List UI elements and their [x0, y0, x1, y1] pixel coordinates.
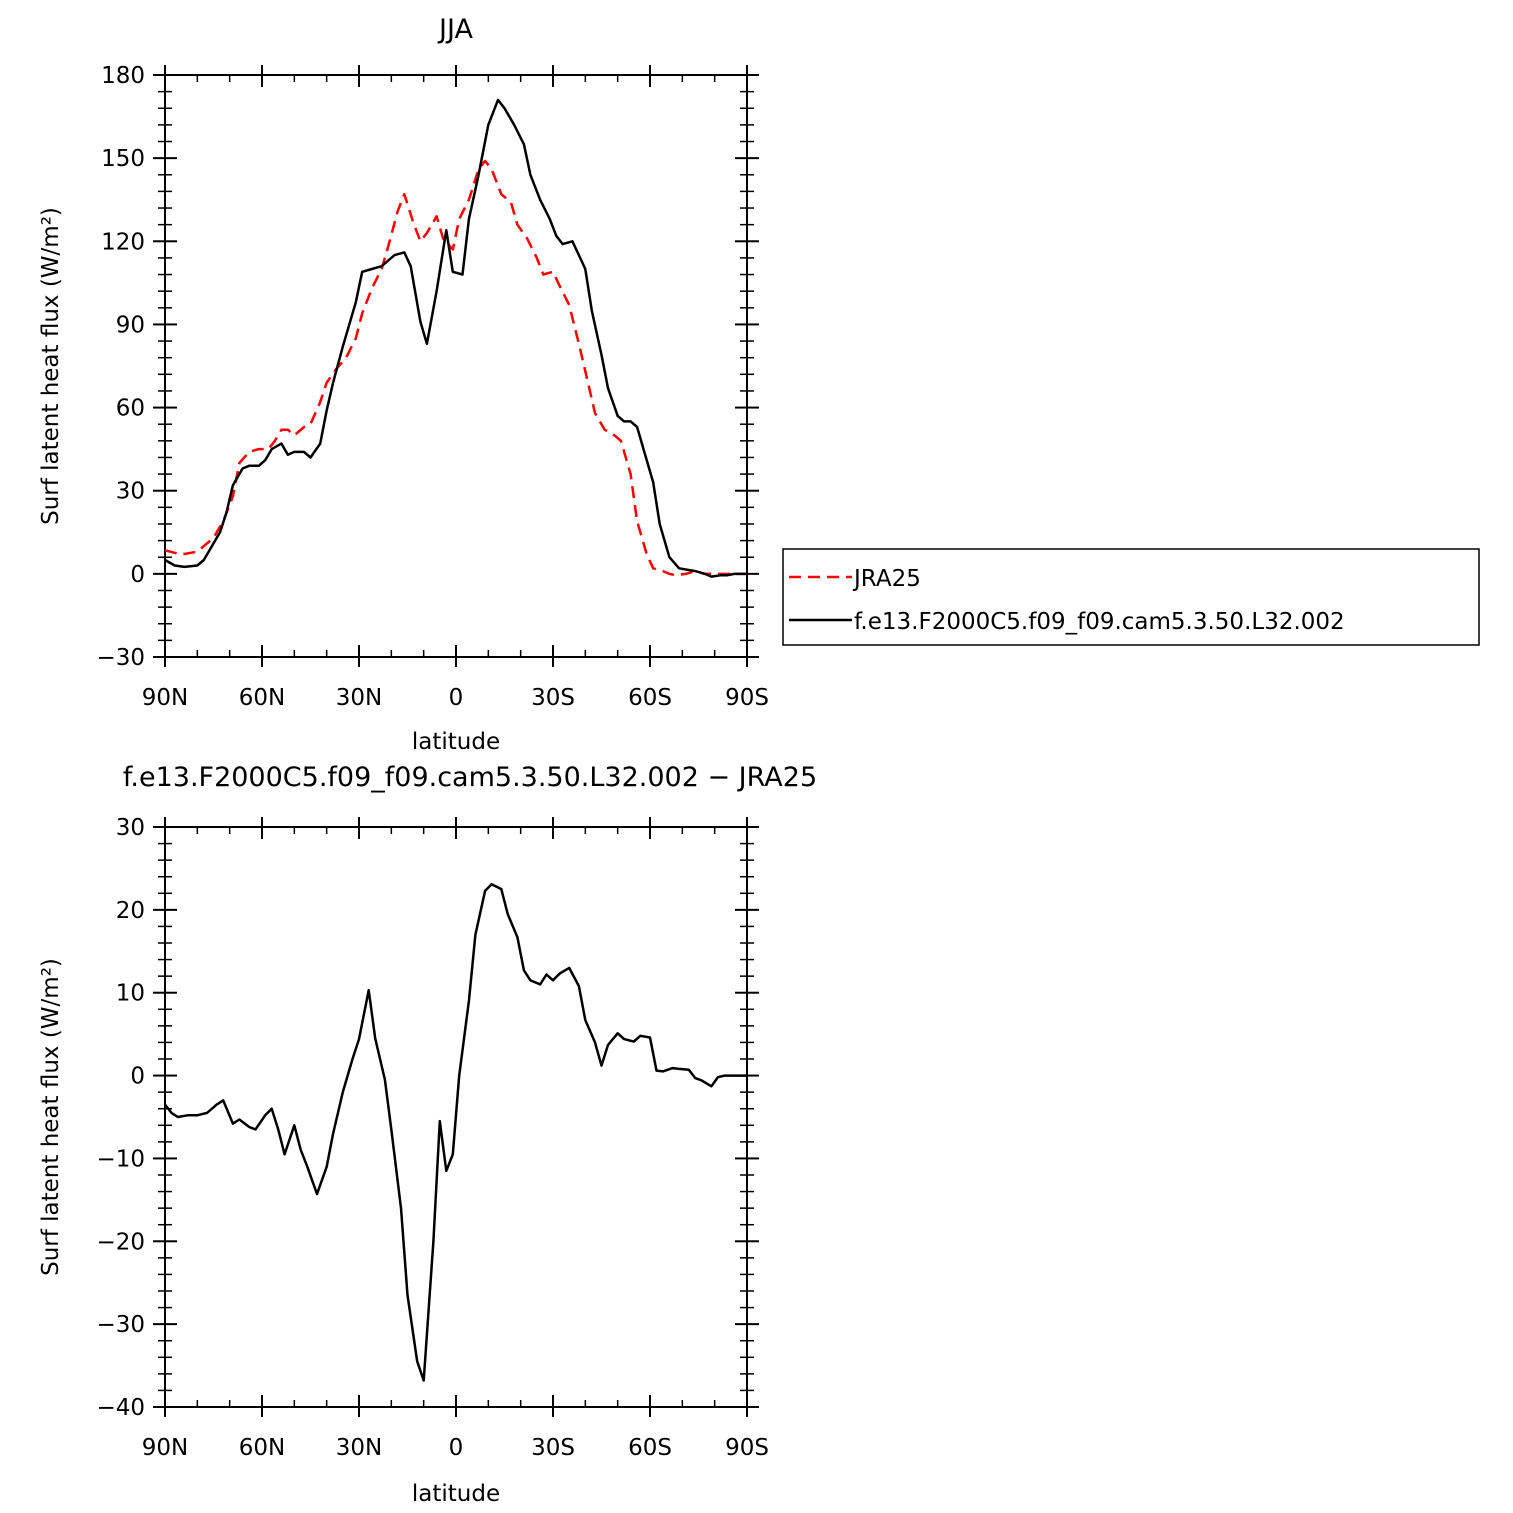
x-tick-label: 60S [628, 1435, 672, 1461]
x-tick-label: 0 [449, 685, 464, 711]
y-tick-label: 10 [116, 981, 145, 1007]
plot-area: 90N 60N 30N 0 30S 60S 90S −40 −30 −20 −10 0 10 20 30 [96, 815, 768, 1461]
y-tick-label: −30 [96, 645, 145, 671]
series-line-0 [164, 882, 747, 1382]
x-tick-label: 30N [336, 1435, 382, 1461]
x-tick-label: 60N [239, 685, 285, 711]
y-tick-label: 150 [101, 146, 145, 172]
top-chart: JJA 90N 60N 30N 0 30S 60S 90S −30 0 30 60 90 120 150 1… [38, 14, 769, 755]
bottom-chart: f.e13.F2000C5.f09_f09.cam5.3.50.L32.002 … [38, 762, 817, 1507]
y-axis-label: Surf latent heat flux (W/m²) [38, 207, 64, 525]
x-tick-label: 60N [239, 1435, 285, 1461]
x-tick-label: 0 [449, 1435, 464, 1461]
y-tick-label: 0 [130, 562, 145, 588]
legend: JRA25 f.e13.F2000C5.f09_f09.cam5.3.50.L3… [782, 548, 1480, 646]
plot-area: 90N 60N 30N 0 30S 60S 90S −30 0 30 60 90 120 150 180 [96, 63, 768, 711]
y-tick-label: −40 [96, 1395, 145, 1421]
x-tick-label: 60S [628, 685, 672, 711]
x-tick-label: 30S [531, 685, 575, 711]
x-tick-label: 90S [725, 685, 769, 711]
y-tick-label: 30 [116, 479, 145, 505]
x-tick-label: 90S [725, 1435, 769, 1461]
y-tick-label: −10 [96, 1146, 145, 1172]
x-axis-label: latitude [412, 729, 500, 755]
y-tick-label: 90 [116, 312, 145, 338]
y-tick-label: −20 [96, 1229, 145, 1255]
y-tick-label: 0 [130, 1064, 145, 1090]
y-tick-label: 20 [116, 898, 145, 924]
y-tick-label: 120 [101, 229, 145, 255]
x-tick-label: 30N [336, 685, 382, 711]
plot-frame [164, 74, 748, 658]
x-tick-label: 30S [531, 1435, 575, 1461]
chart-title: JJA [437, 14, 473, 45]
x-tick-label: 90N [142, 685, 188, 711]
y-tick-label: 60 [116, 396, 145, 422]
x-tick-label: 90N [142, 1435, 188, 1461]
y-tick-label: 180 [101, 63, 145, 89]
series-line-1 [164, 98, 747, 578]
legend-box [782, 548, 1480, 646]
legend-label-jra25: JRA25 [852, 566, 921, 592]
series-line-0 [164, 159, 747, 577]
y-axis-label: Surf latent heat flux (W/m²) [38, 958, 64, 1276]
x-axis-label: latitude [412, 1481, 500, 1507]
y-tick-label: 30 [116, 815, 145, 841]
y-tick-label: −30 [96, 1312, 145, 1338]
chart-title: f.e13.F2000C5.f09_f09.cam5.3.50.L32.002 … [123, 762, 817, 793]
legend-label-model: f.e13.F2000C5.f09_f09.cam5.3.50.L32.002 [854, 609, 1345, 635]
